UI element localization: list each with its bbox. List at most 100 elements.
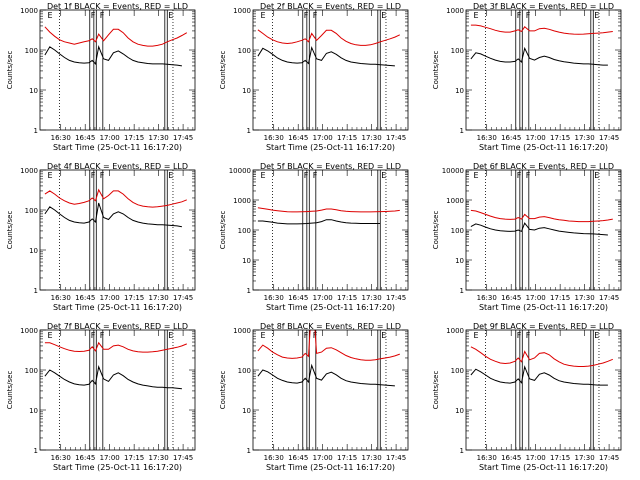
detector-panel-2: Det 2f BLACK = Events, RED = LLD Counts/s… <box>219 2 409 152</box>
marker-label: F <box>100 171 105 180</box>
y-tick-label: 10 <box>29 87 38 95</box>
events-series-line <box>257 45 395 67</box>
events-series-line <box>470 222 608 236</box>
marker-label: E <box>168 11 173 20</box>
x-tick-label: 16:30 <box>264 294 284 302</box>
events-series-line <box>257 219 381 225</box>
marker-label: F <box>313 171 318 180</box>
lld-series-line <box>470 346 613 367</box>
x-tick-label: 17:15 <box>337 454 357 462</box>
panel-title: Det 2f BLACK = Events, RED = LLD <box>260 2 401 11</box>
x-tick-label: 17:30 <box>149 454 169 462</box>
marker-label: F <box>304 171 309 180</box>
y-tick-label: 1 <box>460 447 464 455</box>
x-tick-label: 17:15 <box>124 134 144 142</box>
y-tick-label: 10000 <box>442 167 464 175</box>
y-tick-label: 10 <box>455 87 464 95</box>
marker-label: F <box>304 331 309 340</box>
x-tick-label: 16:30 <box>51 294 71 302</box>
y-tick-label: 10 <box>242 257 251 265</box>
detector-panel-7: Det 7f BLACK = Events, RED = LLD Counts/s… <box>6 322 196 472</box>
x-tick-label: 16:30 <box>51 454 71 462</box>
x-tick-label: 17:15 <box>550 294 570 302</box>
y-tick-label: 1000 <box>446 197 464 205</box>
y-axis-label: Counts/sec <box>6 51 14 90</box>
y-tick-label: 100 <box>451 47 464 55</box>
x-axis-label: Start Time (25-Oct-11 16:17:20) <box>266 463 395 472</box>
x-tick-label: 16:30 <box>51 134 71 142</box>
marker-label: E <box>168 171 173 180</box>
x-tick-label: 16:30 <box>264 134 284 142</box>
marker-label: E <box>48 11 53 20</box>
y-axis-label: Counts/sec <box>6 371 14 410</box>
marker-label: F <box>304 11 309 20</box>
x-tick-label: 17:45 <box>599 294 619 302</box>
x-tick-label: 17:00 <box>526 134 546 142</box>
panel-title: Det 8f BLACK = Events, RED = LLD <box>260 322 401 331</box>
x-tick-label: 17:15 <box>337 294 357 302</box>
marker-label: E <box>261 171 266 180</box>
y-tick-label: 10 <box>455 257 464 265</box>
x-tick-label: 17:15 <box>124 454 144 462</box>
x-tick-label: 17:00 <box>100 134 120 142</box>
marker-label: F <box>526 171 531 180</box>
y-tick-label: 1000 <box>446 7 464 15</box>
x-tick-label: 17:00 <box>313 294 333 302</box>
plot-frame <box>252 9 409 131</box>
x-tick-label: 17:30 <box>362 454 382 462</box>
x-tick-label: 17:30 <box>362 294 382 302</box>
x-axis-label: Start Time (25-Oct-11 16:17:20) <box>479 463 608 472</box>
events-series-line <box>44 202 182 228</box>
y-tick-label: 100 <box>451 227 464 235</box>
events-series-line <box>44 365 182 390</box>
marker-label: E <box>261 11 266 20</box>
x-tick-label: 16:30 <box>477 454 497 462</box>
lld-series-line <box>257 207 400 213</box>
x-tick-label: 17:45 <box>173 134 193 142</box>
y-tick-label: 1 <box>247 447 251 455</box>
events-series-line <box>470 365 608 386</box>
x-tick-label: 16:45 <box>501 454 521 462</box>
marker-label: F <box>91 331 96 340</box>
lld-series-line <box>257 29 401 46</box>
plot-frame <box>252 169 409 291</box>
x-tick-label: 17:00 <box>313 454 333 462</box>
x-tick-label: 17:30 <box>362 134 382 142</box>
plot-frame <box>465 169 622 291</box>
y-axis-label: Counts/sec <box>432 51 440 90</box>
y-tick-label: 10 <box>29 407 38 415</box>
x-tick-label: 17:30 <box>149 294 169 302</box>
marker-label: F <box>100 331 105 340</box>
x-axis-label: Start Time (25-Oct-11 16:17:20) <box>479 303 608 312</box>
events-series-line <box>257 363 395 387</box>
x-tick-label: 16:30 <box>477 134 497 142</box>
y-tick-label: 1 <box>460 287 464 295</box>
x-tick-label: 16:30 <box>477 294 497 302</box>
x-tick-label: 17:45 <box>173 454 193 462</box>
marker-label: E <box>381 171 386 180</box>
x-axis-label: Start Time (25-Oct-11 16:17:20) <box>53 303 182 312</box>
panel-title: Det 7f BLACK = Events, RED = LLD <box>47 322 188 331</box>
lld-series-line <box>44 341 187 353</box>
y-axis-label: Counts/sec <box>6 211 14 250</box>
x-tick-label: 16:45 <box>501 294 521 302</box>
y-tick-label: 100 <box>25 47 38 55</box>
detector-panel-4: Det 4f BLACK = Events, RED = LLD Counts/s… <box>6 162 196 312</box>
x-tick-label: 17:00 <box>100 454 120 462</box>
y-axis-label: Counts/sec <box>432 371 440 410</box>
y-axis-label: Counts/sec <box>219 211 227 250</box>
x-tick-label: 17:45 <box>599 454 619 462</box>
marker-label: E <box>261 331 266 340</box>
y-axis-label: Counts/sec <box>219 51 227 90</box>
marker-label: E <box>381 331 386 340</box>
lld-series-line <box>44 188 187 208</box>
marker-label: F <box>100 11 105 20</box>
x-tick-label: 16:30 <box>264 454 284 462</box>
marker-label: F <box>517 171 522 180</box>
x-tick-label: 17:45 <box>386 294 406 302</box>
y-tick-label: 10 <box>29 247 38 255</box>
marker-label: E <box>381 11 386 20</box>
marker-label: F <box>91 11 96 20</box>
detector-panel-3: Det 3f BLACK = Events, RED = LLD Counts/s… <box>432 2 622 152</box>
